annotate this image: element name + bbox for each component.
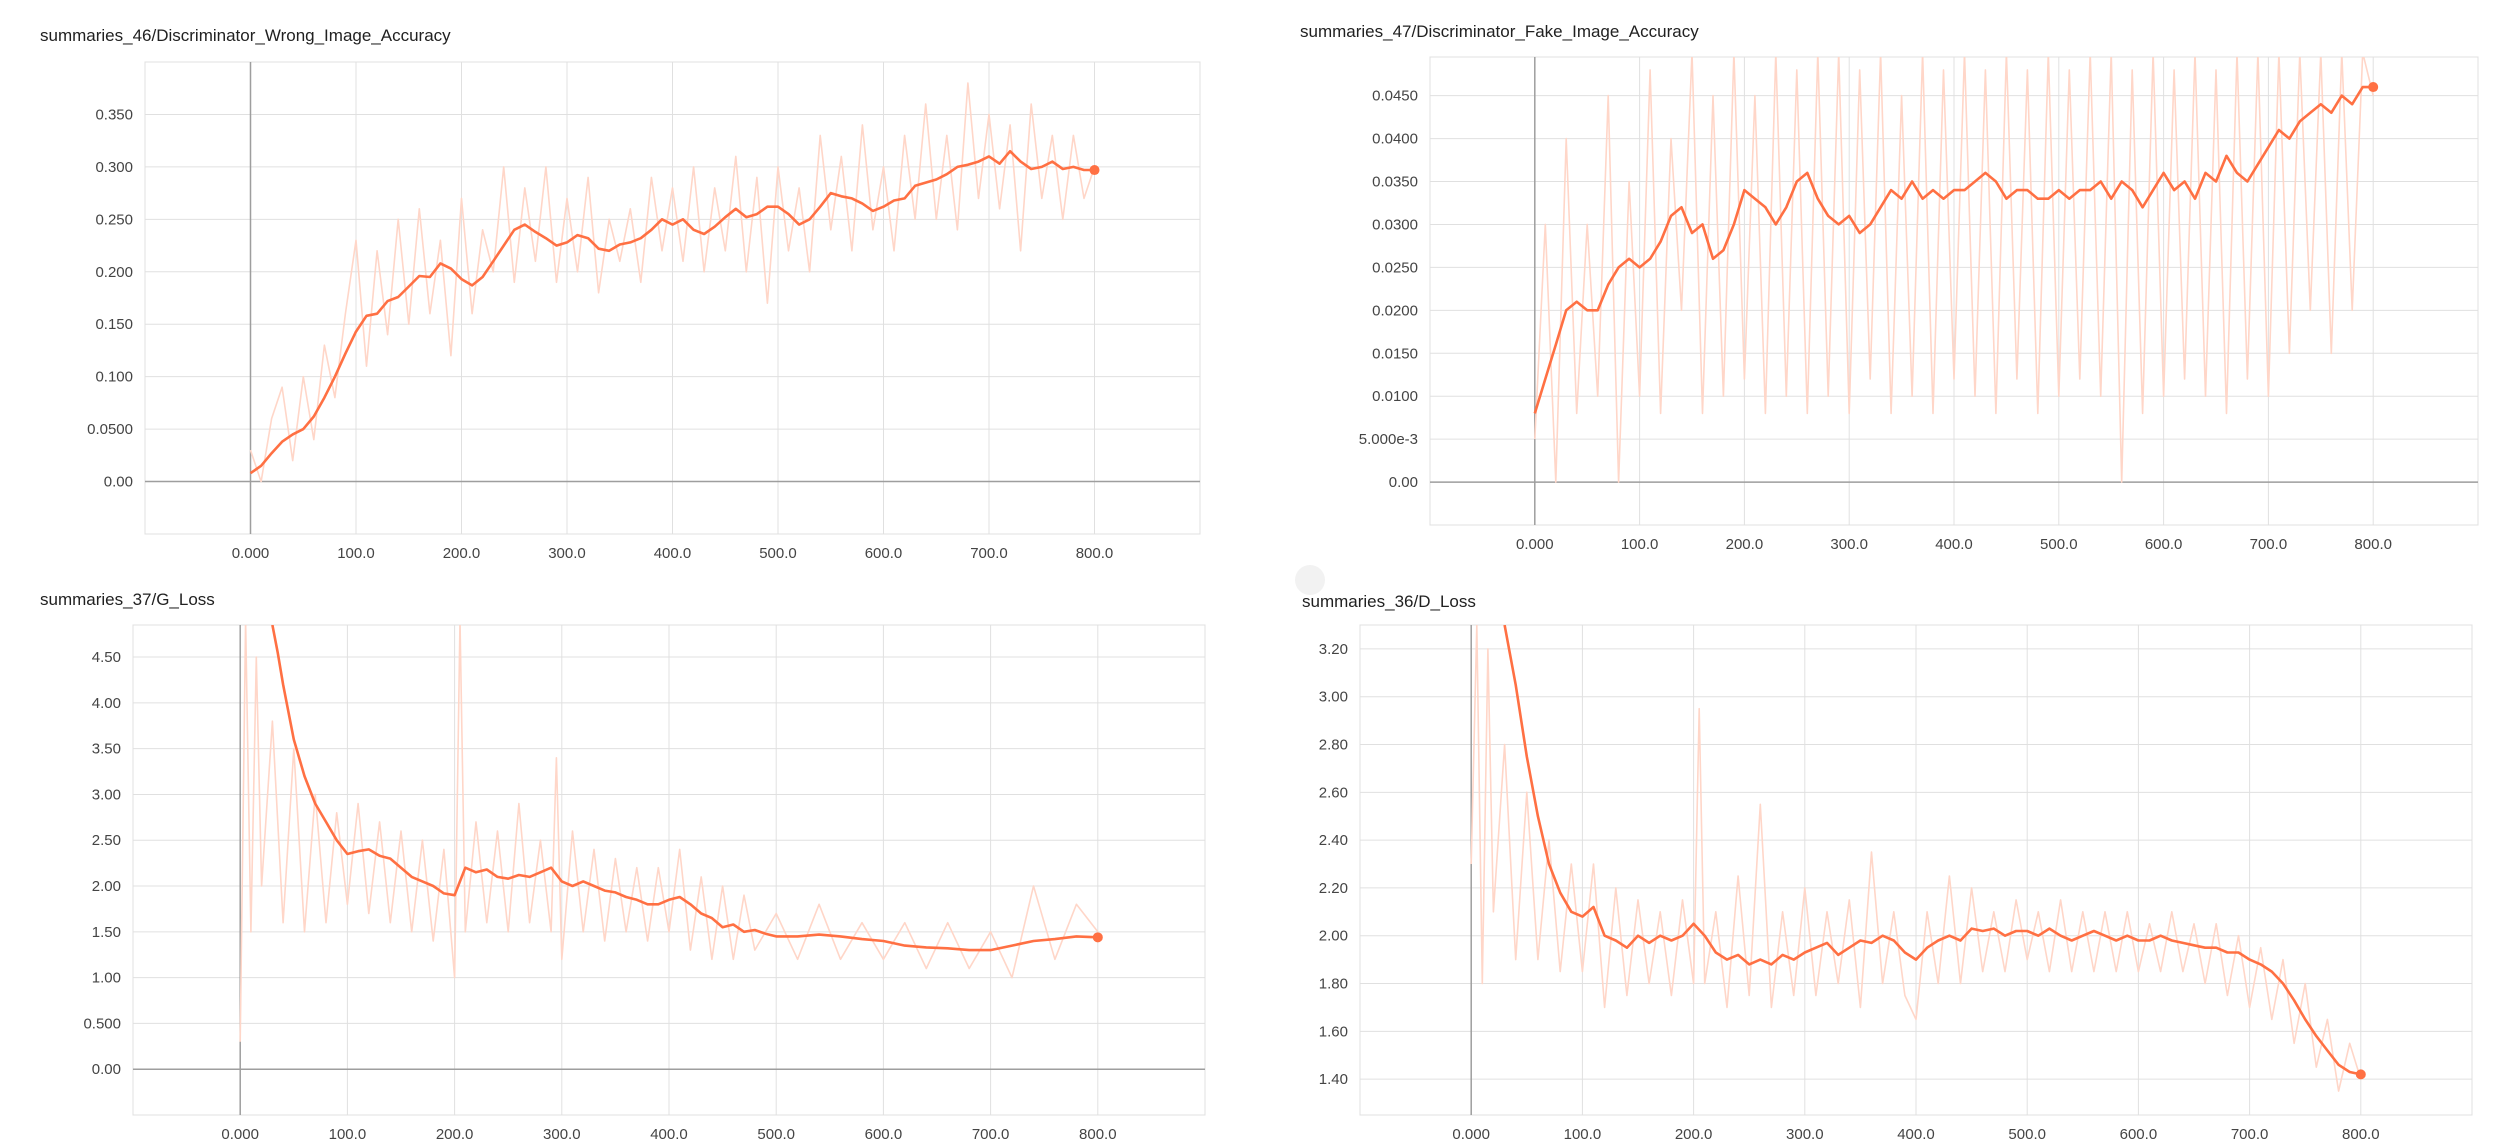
x-tick-label: 400.0 — [650, 1126, 688, 1141]
y-tick-label: 0.0250 — [1372, 259, 1418, 276]
x-tick-label: 700.0 — [972, 1126, 1010, 1141]
y-tick-label: 0.100 — [95, 369, 133, 386]
x-tick-label: 800.0 — [2342, 1126, 2380, 1141]
x-tick-label: 200.0 — [1675, 1126, 1713, 1141]
x-tick-label: 400.0 — [1935, 536, 1973, 553]
raw-series-line — [1534, 57, 2374, 483]
last-value-marker — [1089, 165, 1100, 176]
x-tick-label: 0.000 — [1452, 1126, 1490, 1141]
y-tick-label: 1.50 — [92, 924, 121, 941]
x-tick-label: 200.0 — [443, 545, 481, 562]
x-tick-label: 600.0 — [2145, 536, 2183, 553]
y-tick-label: 0.0200 — [1372, 302, 1418, 319]
x-tick-label: 300.0 — [1786, 1126, 1824, 1141]
y-tick-label: 0.0350 — [1372, 174, 1418, 191]
x-tick-label: 300.0 — [543, 1126, 581, 1141]
y-tick-label: 0.500 — [83, 1015, 121, 1032]
y-tick-label: 3.00 — [92, 786, 121, 803]
x-tick-label: 100.0 — [1564, 1126, 1602, 1141]
y-tick-label: 0.00 — [92, 1061, 121, 1078]
x-tick-label: 600.0 — [865, 1126, 903, 1141]
chart-title: summaries_36/D_Loss — [1302, 592, 1476, 611]
x-tick-label: 300.0 — [548, 545, 586, 562]
smoothed-series-line — [1533, 85, 2374, 414]
x-tick-label: 500.0 — [759, 545, 797, 562]
x-tick-label: 200.0 — [436, 1126, 474, 1141]
x-tick-label: 0.000 — [221, 1126, 259, 1141]
y-tick-label: 0.300 — [95, 159, 133, 176]
y-tick-label: 2.00 — [92, 878, 121, 895]
y-tick-label: 1.80 — [1319, 976, 1348, 993]
chart-plot-wrong-image-accuracy[interactable]: 0.000 100.0 200.0 300.0 400.0 500.0 600.0 700.0… — [0, 0, 1250, 570]
x-tick-label: 600.0 — [865, 545, 903, 562]
y-tick-label: 0.0450 — [1372, 88, 1418, 105]
y-tick-label: 1.00 — [92, 970, 121, 987]
y-tick-label: 2.50 — [92, 832, 121, 849]
x-tick-label: 700.0 — [2231, 1126, 2269, 1141]
raw-series-line — [249, 82, 1096, 483]
y-tick-label: 2.80 — [1319, 737, 1348, 754]
x-tick-label: 800.0 — [1079, 1126, 1117, 1141]
y-tick-label: 0.200 — [95, 264, 133, 281]
x-tick-label: 500.0 — [2008, 1126, 2046, 1141]
y-tick-label: 0.150 — [95, 316, 133, 333]
chart-plot-g-loss[interactable]: 0.000 100.0 200.0 300.0 400.0 500.0 600.0 700.0… — [0, 570, 1250, 1141]
x-tick-label: 800.0 — [2354, 536, 2392, 553]
last-value-marker — [2368, 82, 2379, 93]
x-tick-label: 100.0 — [337, 545, 375, 562]
y-tick-label: 2.40 — [1319, 832, 1348, 849]
y-tick-label: 2.60 — [1319, 784, 1348, 801]
y-tick-label: 5.000e-3 — [1359, 431, 1418, 448]
x-tick-label: 100.0 — [1621, 536, 1659, 553]
y-tick-label: 4.50 — [92, 649, 121, 666]
last-value-marker — [1092, 932, 1103, 943]
chart-title: summaries_46/Discriminator_Wrong_Image_A… — [40, 26, 451, 45]
y-tick-label: 2.20 — [1319, 880, 1348, 897]
last-value-marker — [2355, 1069, 2366, 1080]
y-tick-label: 0.0150 — [1372, 345, 1418, 362]
y-tick-label: 0.00 — [104, 474, 133, 491]
x-tick-label: 500.0 — [757, 1126, 795, 1141]
y-tick-label: 3.20 — [1319, 641, 1348, 658]
y-tick-label: 2.00 — [1319, 928, 1348, 945]
x-tick-label: 700.0 — [2250, 536, 2288, 553]
chart-title: summaries_47/Discriminator_Fake_Image_Ac… — [1300, 22, 1699, 41]
y-tick-label: 0.0100 — [1372, 388, 1418, 405]
smoothed-series-line — [249, 149, 1095, 475]
x-tick-label: 200.0 — [1726, 536, 1764, 553]
x-tick-label: 500.0 — [2040, 536, 2078, 553]
smoothed-series-line — [271, 625, 1098, 952]
raw-series-line — [1470, 625, 2362, 1092]
chart-plot-d-loss[interactable]: 0.000 100.0 200.0 300.0 400.0 500.0 600.0 700.0… — [1250, 570, 2500, 1141]
x-tick-label: 0.000 — [232, 545, 270, 562]
y-tick-label: 0.0300 — [1372, 216, 1418, 233]
y-tick-label: 0.0500 — [87, 421, 133, 438]
y-tick-label: 0.0400 — [1372, 131, 1418, 148]
y-tick-label: 3.00 — [1319, 689, 1348, 706]
x-tick-label: 600.0 — [2120, 1126, 2158, 1141]
x-tick-label: 300.0 — [1830, 536, 1868, 553]
y-tick-label: 1.40 — [1319, 1071, 1348, 1088]
x-tick-label: 800.0 — [1076, 545, 1114, 562]
y-tick-label: 0.00 — [1389, 474, 1418, 491]
x-tick-label: 400.0 — [1897, 1126, 1935, 1141]
y-tick-label: 0.250 — [95, 211, 133, 228]
x-tick-label: 0.000 — [1516, 536, 1554, 553]
y-tick-label: 3.50 — [92, 741, 121, 758]
chart-title: summaries_37/G_Loss — [40, 590, 215, 609]
y-tick-label: 4.00 — [92, 695, 121, 712]
chart-plot-fake-image-accuracy[interactable]: 0.000 100.0 200.0 300.0 400.0 500.0 600.0 700.0… — [1250, 0, 2500, 570]
smoothed-series-line — [1503, 625, 2362, 1076]
y-tick-label: 1.60 — [1319, 1023, 1348, 1040]
cursor-artifact — [1295, 565, 1325, 595]
x-tick-label: 400.0 — [654, 545, 692, 562]
x-tick-label: 700.0 — [970, 545, 1008, 562]
x-tick-label: 100.0 — [329, 1126, 367, 1141]
y-tick-label: 0.350 — [95, 106, 133, 123]
